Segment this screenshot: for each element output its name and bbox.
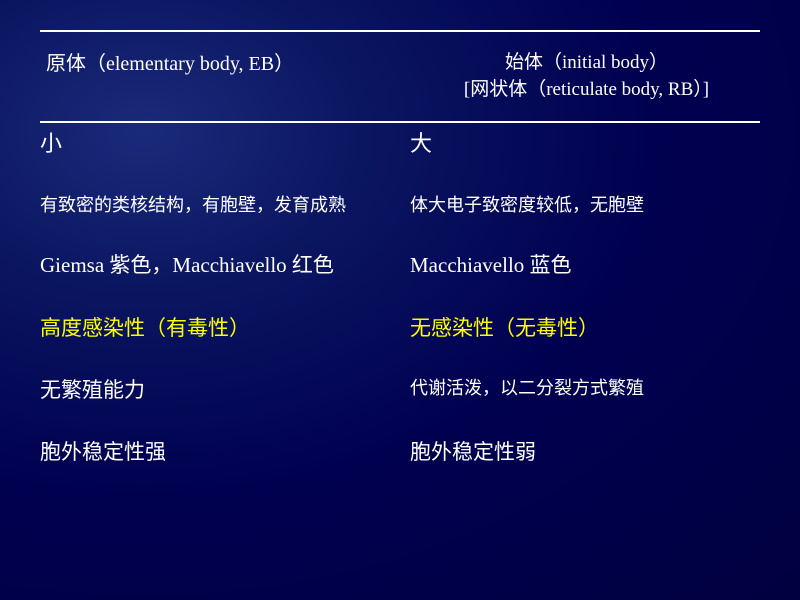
cell-right: Macchiavello 蓝色 xyxy=(400,251,760,279)
cell-left: 无繁殖能力 xyxy=(40,376,400,404)
header-left-text: 原体（elementary body, EB） xyxy=(46,53,294,75)
header-right: 始体（initial body） [网状体（reticulate body, R… xyxy=(403,50,760,103)
table-body: 小大有致密的类核结构，有胞壁，发育成熟体大电子致密度较低，无胞壁 Giemsa 紫… xyxy=(40,129,760,466)
table-row: 高度感染性（有毒性）无感染性（无毒性） xyxy=(40,314,760,342)
cell-right: 大 xyxy=(400,129,760,159)
table-row: Giemsa 紫色，Macchiavello 红色Macchiavello 蓝色 xyxy=(40,251,760,279)
cell-left: 高度感染性（有毒性） xyxy=(40,314,400,342)
mid-rule xyxy=(40,121,760,123)
table-row: 无繁殖能力代谢活泼，以二分裂方式繁殖 xyxy=(40,376,760,404)
table-row: 有致密的类核结构，有胞壁，发育成熟体大电子致密度较低，无胞壁 xyxy=(40,193,760,217)
slide: 原体（elementary body, EB） 始体（initial body）… xyxy=(0,0,800,600)
table-row: 胞外稳定性强胞外稳定性弱 xyxy=(40,438,760,466)
cell-right: 体大电子致密度较低，无胞壁 xyxy=(400,193,760,217)
comparison-table: 原体（elementary body, EB） 始体（initial body）… xyxy=(40,30,760,467)
cell-left: 胞外稳定性强 xyxy=(40,438,400,466)
cell-left: Giemsa 紫色，Macchiavello 红色 xyxy=(40,251,400,279)
header-right-line2: [网状体（reticulate body, RB）] xyxy=(413,77,760,104)
cell-right: 无感染性（无毒性） xyxy=(400,314,760,342)
cell-left: 有致密的类核结构，有胞壁，发育成熟 xyxy=(40,193,400,217)
header-left: 原体（elementary body, EB） xyxy=(40,50,403,103)
table-header-row: 原体（elementary body, EB） 始体（initial body）… xyxy=(40,32,760,121)
cell-right: 胞外稳定性弱 xyxy=(400,438,760,466)
header-right-line1: 始体（initial body） xyxy=(413,50,760,77)
table-row: 小大 xyxy=(40,129,760,159)
cell-right: 代谢活泼，以二分裂方式繁殖 xyxy=(400,376,760,404)
cell-left: 小 xyxy=(40,129,400,159)
